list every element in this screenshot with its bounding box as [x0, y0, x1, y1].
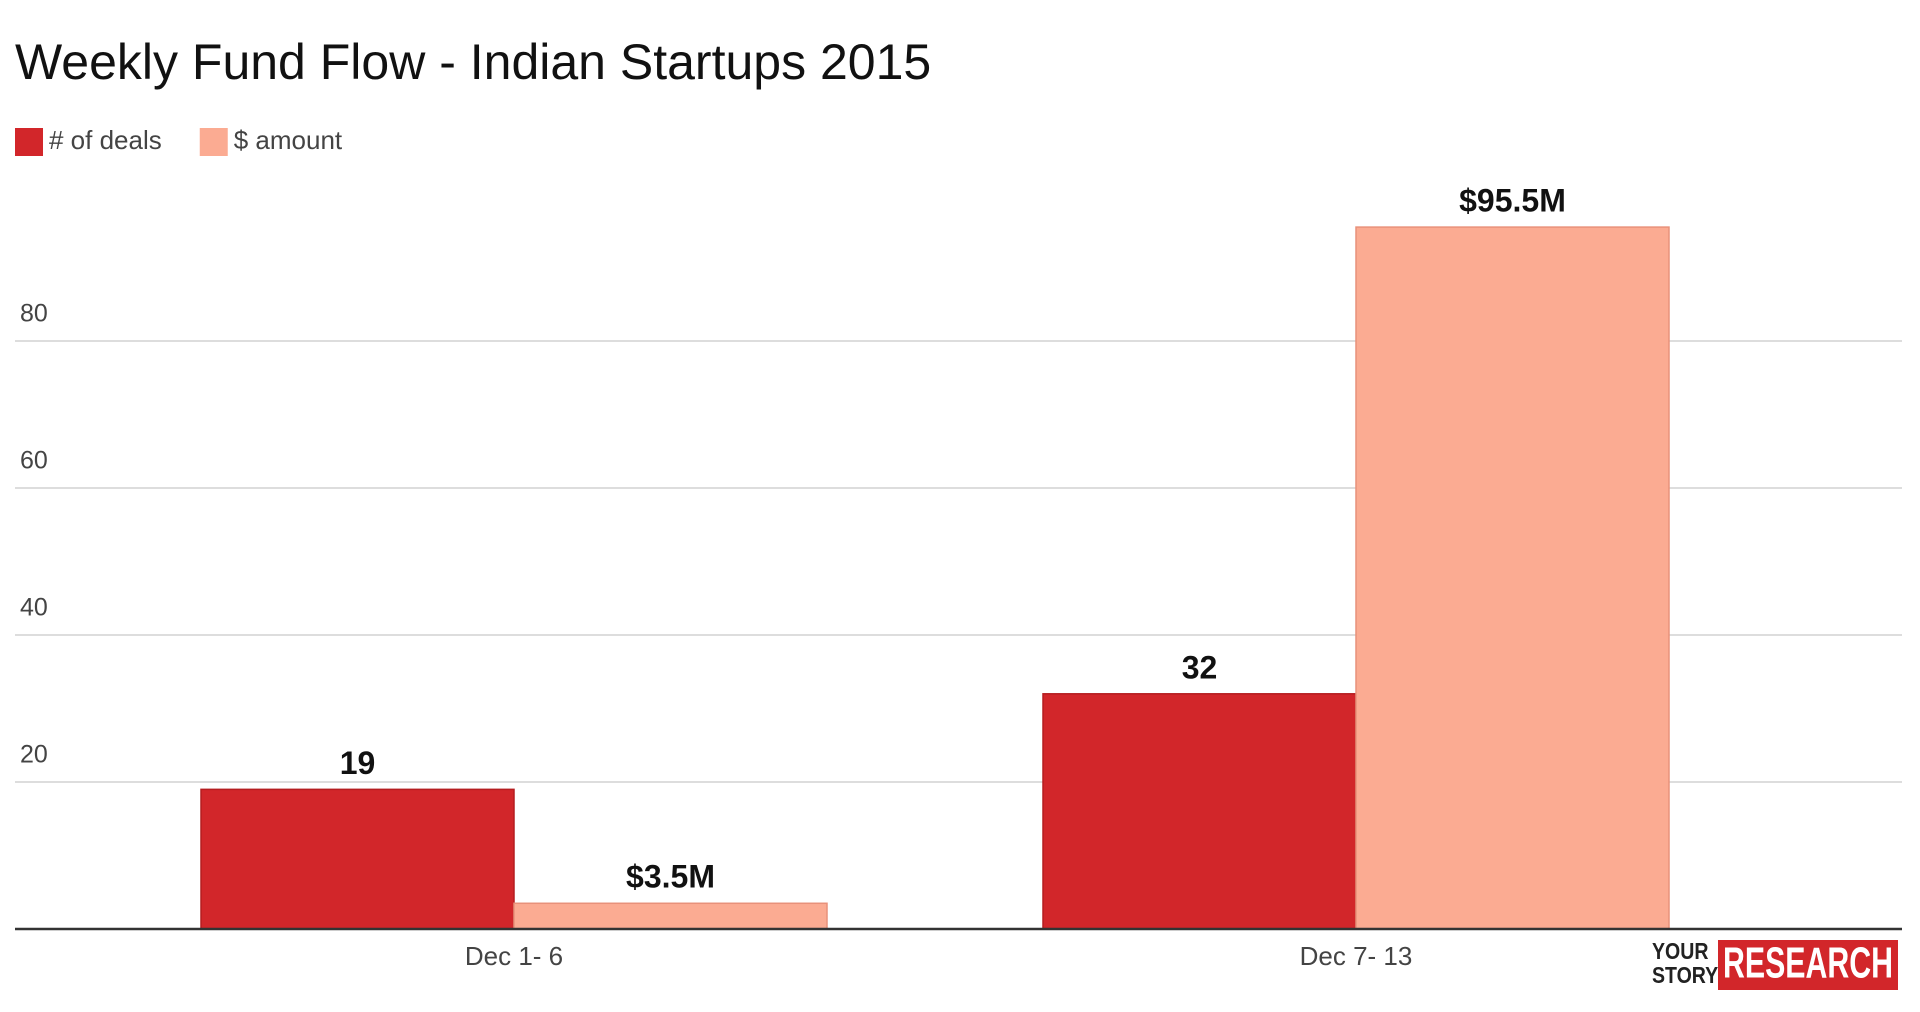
y-tick-label: 20 [20, 741, 48, 769]
legend-label: # of deals [49, 125, 162, 155]
legend-swatch [199, 128, 228, 156]
x-tick-label: Dec 1- 6 [465, 941, 563, 971]
bar [1042, 693, 1357, 930]
legend-label: $ amount [234, 125, 343, 155]
legend-swatch [15, 128, 43, 156]
bar [1355, 226, 1670, 930]
y-tick-label: 60 [20, 447, 48, 475]
value-label: 32 [1182, 649, 1218, 685]
bar [200, 788, 515, 930]
logo-line2: STORY [1652, 963, 1718, 989]
logo-box [1718, 940, 1898, 990]
logo-word: RESEARCH [1723, 939, 1893, 988]
y-tick-label: 40 [20, 594, 48, 622]
chart-title: Weekly Fund Flow - Indian Startups 2015 [15, 34, 931, 90]
logo-line1: YOUR [1652, 939, 1708, 965]
value-label: 19 [340, 745, 376, 781]
y-tick-label: 80 [20, 300, 48, 328]
bar [513, 902, 828, 930]
logo: YOUR STORY RESEARCH [1652, 939, 1898, 990]
x-tick-label: Dec 7- 13 [1300, 941, 1413, 971]
value-label: $95.5M [1459, 183, 1566, 219]
value-label: $3.5M [626, 859, 715, 895]
